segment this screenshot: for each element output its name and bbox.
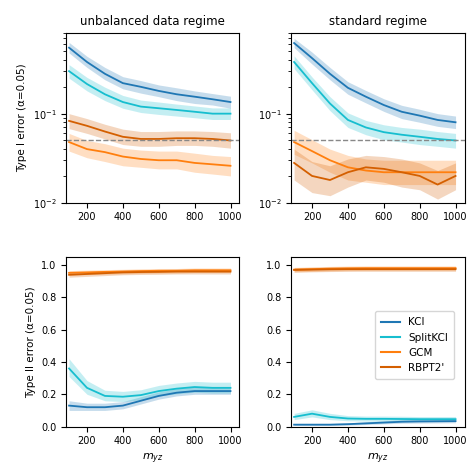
Legend: KCI, SplitKCI, GCM, RBPT2': KCI, SplitKCI, GCM, RBPT2' [374, 311, 454, 379]
Y-axis label: Type II error (α=0.05): Type II error (α=0.05) [26, 286, 36, 398]
X-axis label: $m_{yz}$: $m_{yz}$ [142, 452, 164, 466]
Y-axis label: Type I error (α=0.05): Type I error (α=0.05) [17, 64, 27, 172]
X-axis label: $m_{yz}$: $m_{yz}$ [367, 452, 389, 466]
Title: standard regime: standard regime [329, 15, 427, 28]
Title: unbalanced data regime: unbalanced data regime [81, 15, 225, 28]
